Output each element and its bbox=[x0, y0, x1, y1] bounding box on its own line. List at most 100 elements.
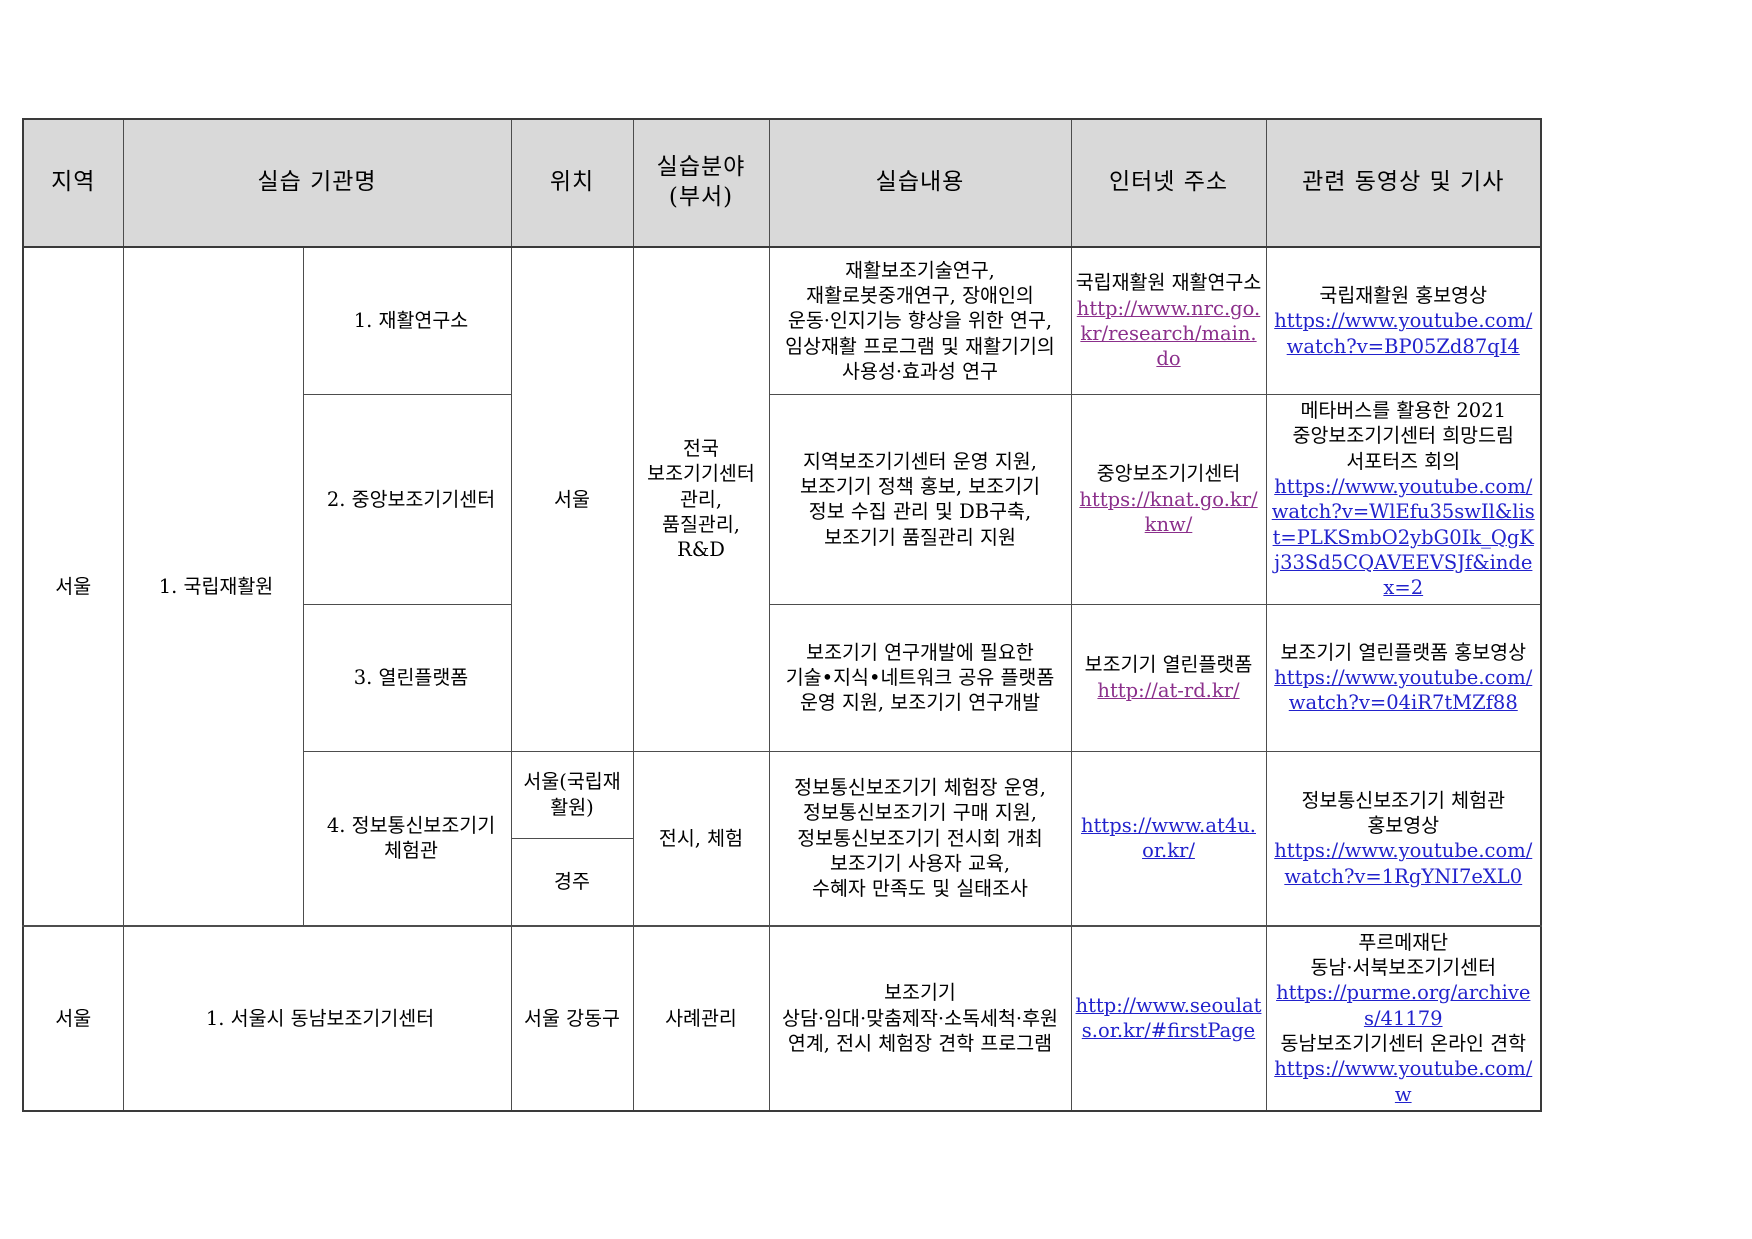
field-line: 전국 bbox=[683, 437, 719, 461]
media-label: 국립재활원 홍보영상 bbox=[1319, 283, 1488, 307]
cell-url-1-1: 국립재활원 재활연구소 http://www.nrc.go.kr/researc… bbox=[1070, 246, 1267, 395]
content-line: 기술•지식•네트워크 공유 플랫폼 bbox=[785, 666, 1055, 690]
content-line: 보조기기 품질관리 지원 bbox=[824, 525, 1016, 549]
cell-media-1-3: 보조기기 열린플랫폼 홍보영상 https://www.youtube.com/… bbox=[1265, 603, 1542, 752]
cell-location-1: 서울 bbox=[510, 245, 634, 752]
cell-content-1-4: 정보통신보조기기 체험장 운영, 정보통신보조기기 구매 지원, 정보통신보조기… bbox=[768, 750, 1072, 927]
cell-url-1-3: 보조기기 열린플랫폼 http://at-rd.kr/ bbox=[1070, 603, 1267, 752]
media-link[interactable]: https://www.youtube.com/watch?v=WlEfu35s… bbox=[1271, 475, 1535, 600]
cell-location-2: 서울 강동구 bbox=[510, 924, 634, 1112]
header-content: 실습내용 bbox=[768, 118, 1072, 248]
url-link[interactable]: http://www.nrc.go.kr/research/main.do bbox=[1076, 296, 1261, 371]
content-line: 운동·인지기능 향상을 위한 연구, bbox=[787, 309, 1053, 333]
media-label: 메타버스를 활용한 2021 bbox=[1300, 399, 1507, 422]
table-row: 3. 열린플랫폼 보조기기 연구개발에 필요한 기술•지식•네트워크 공유 플랫… bbox=[23, 603, 1542, 752]
table-row: 2. 중앙보조기기센터 지역보조기기센터 운영 지원, 보조기기 정책 홍보, … bbox=[23, 394, 1542, 605]
content-line: 보조기기 bbox=[884, 981, 956, 1005]
url-link[interactable]: https://knat.go.kr/knw/ bbox=[1079, 487, 1258, 537]
header-field: 실습분야 (부서) bbox=[632, 118, 770, 248]
table-row: 서울 1. 서울시 동남보조기기센터 서울 강동구 사례관리 보조기기 상담·임… bbox=[22, 924, 1542, 1112]
field-line: 관리, bbox=[679, 487, 723, 511]
url-link[interactable]: http://at-rd.kr/ bbox=[1097, 678, 1240, 702]
location-line: 서울(국립재 bbox=[523, 770, 621, 794]
content-line: 정보통신보조기기 전시회 개최 bbox=[797, 826, 1043, 850]
cell-content-1-2: 지역보조기기센터 운영 지원, 보조기기 정책 홍보, 보조기기 정보 수집 관… bbox=[768, 394, 1072, 605]
cell-content-2: 보조기기 상담·임대·맞춤제작·소독세척·후원 연계, 전시 체험장 견학 프로… bbox=[768, 924, 1072, 1112]
media-link[interactable]: https://purme.org/archives/41179 bbox=[1276, 981, 1531, 1030]
sub-org-line: 체험관 bbox=[384, 839, 438, 863]
content-line: 정보통신보조기기 구매 지원, bbox=[803, 801, 1037, 825]
cell-sub-org-1-2: 2. 중앙보조기기센터 bbox=[302, 394, 512, 605]
cell-organization-2: 1. 서울시 동남보조기기센터 bbox=[122, 924, 512, 1112]
content-line: 보조기기 정책 홍보, 보조기기 bbox=[799, 475, 1041, 499]
cell-region-2: 서울 bbox=[22, 924, 124, 1112]
media-label: 중앙보조기기센터 희망드림 bbox=[1292, 424, 1514, 448]
header-organization: 실습 기관명 bbox=[122, 118, 512, 248]
media-link[interactable]: https://www.youtube.com/w bbox=[1274, 1057, 1533, 1106]
cell-url-1-4: https://www.at4u.or.kr/ bbox=[1070, 750, 1267, 927]
header-media: 관련 동영상 및 기사 bbox=[1265, 118, 1542, 248]
table-row: 경주 bbox=[23, 837, 1541, 927]
header-url: 인터넷 주소 bbox=[1070, 118, 1267, 248]
media-link[interactable]: https://www.youtube.com/watch?v=1RgYNI7e… bbox=[1274, 839, 1533, 888]
cell-media-2: 푸르메재단 동남·서북보조기기센터 https://purme.org/arch… bbox=[1265, 924, 1542, 1112]
field-line: 보조기기센터 bbox=[647, 462, 755, 486]
cell-media-1-1: 국립재활원 홍보영상 https://www.youtube.com/watch… bbox=[1265, 246, 1542, 395]
sub-org-line: 4. 정보통신보조기기 bbox=[326, 813, 496, 837]
cell-sub-org-1-3: 3. 열린플랫폼 bbox=[302, 603, 512, 752]
cell-field-1: 전국 보조기기센터 관리, 품질관리, R&D bbox=[632, 245, 770, 752]
table-header-row: 지역 실습 기관명 위치 실습분야 (부서) 실습내용 인터넷 주소 관련 동영… bbox=[22, 118, 1542, 248]
media-label: 동남보조기기센터 온라인 견학 bbox=[1280, 1032, 1527, 1056]
cell-region-1: 서울 bbox=[22, 246, 124, 927]
url-label: 중앙보조기기센터 bbox=[1096, 462, 1241, 486]
header-field-line2: (부서) bbox=[668, 184, 734, 210]
cell-location-1-4b: 경주 bbox=[510, 837, 634, 927]
url-label: 국립재활원 재활연구소 bbox=[1075, 271, 1262, 295]
content-line: 연계, 전시 체험장 견학 프로그램 bbox=[787, 1032, 1053, 1056]
content-line: 지역보조기기센터 운영 지원, bbox=[803, 449, 1037, 473]
content-line: 수혜자 만족도 및 실태조사 bbox=[812, 877, 1028, 901]
media-label: 보조기기 열린플랫폼 홍보영상 bbox=[1280, 640, 1527, 664]
media-link[interactable]: https://www.youtube.com/watch?v=BP05Zd87… bbox=[1274, 309, 1533, 358]
cell-field-2: 사례관리 bbox=[632, 924, 770, 1112]
content-line: 재활로봇중개연구, 장애인의 bbox=[806, 283, 1034, 307]
content-line: 보조기기 사용자 교육, bbox=[829, 851, 1011, 875]
cell-media-1-2: 메타버스를 활용한 2021 중앙보조기기센터 희망드림 서포터즈 회의 htt… bbox=[1265, 394, 1542, 605]
cell-sub-org-1-1: 1. 재활연구소 bbox=[302, 246, 512, 395]
media-label: 동남·서북보조기기센터 bbox=[1310, 956, 1497, 980]
field-line: 품질관리, bbox=[662, 513, 740, 537]
content-line: 정보통신보조기기 체험장 운영, bbox=[794, 775, 1046, 799]
cell-location-1-4a: 서울(국립재 활원) bbox=[510, 750, 634, 839]
url-label: 보조기기 열린플랫폼 bbox=[1084, 653, 1253, 677]
media-label: 서포터즈 회의 bbox=[1346, 449, 1461, 473]
url-link[interactable]: https://www.at4u.or.kr/ bbox=[1080, 813, 1256, 863]
media-label: 정보통신보조기기 체험관 bbox=[1301, 788, 1506, 812]
content-line: 사용성·효과성 연구 bbox=[842, 360, 998, 384]
content-line: 임상재활 프로그램 및 재활기기의 bbox=[785, 334, 1055, 358]
content-line: 상담·임대·맞춤제작·소독세척·후원 bbox=[782, 1006, 1058, 1030]
cell-url-2: http://www.seoulats.or.kr/#firstPage bbox=[1070, 924, 1267, 1112]
table-row: 서울 1. 국립재활원 1. 재활연구소 서울 전국 보조기기센터 관리, 품질… bbox=[22, 245, 1542, 927]
url-link[interactable]: http://www.seoulats.or.kr/#firstPage bbox=[1075, 994, 1262, 1043]
cell-sub-org-1-4: 4. 정보통신보조기기 체험관 bbox=[302, 750, 512, 927]
cell-content-1-1: 재활보조기술연구, 재활로봇중개연구, 장애인의 운동·인지기능 향상을 위한 … bbox=[768, 246, 1072, 395]
content-line: 정보 수집 관리 및 DB구축, bbox=[808, 500, 1032, 524]
header-location: 위치 bbox=[510, 118, 634, 248]
content-line: 운영 지원, 보조기기 연구개발 bbox=[799, 691, 1041, 715]
media-label: 홍보영상 bbox=[1367, 813, 1440, 837]
media-link[interactable]: https://www.youtube.com/watch?v=04iR7tMZ… bbox=[1274, 666, 1533, 715]
header-region: 지역 bbox=[22, 118, 124, 248]
cell-url-1-2: 중앙보조기기센터 https://knat.go.kr/knw/ bbox=[1070, 394, 1267, 605]
header-field-line1: 실습분야 bbox=[656, 154, 746, 181]
cell-field-1-4: 전시, 체험 bbox=[632, 750, 770, 927]
content-line: 보조기기 연구개발에 필요한 bbox=[806, 640, 1034, 664]
cell-organization-1: 1. 국립재활원 bbox=[122, 246, 304, 927]
cell-content-1-3: 보조기기 연구개발에 필요한 기술•지식•네트워크 공유 플랫폼 운영 지원, … bbox=[768, 603, 1072, 752]
table-row: 4. 정보통신보조기기 체험관 서울(국립재 활원) 전시, 체험 정보통신보조… bbox=[23, 750, 1542, 927]
internship-institutions-table: 지역 실습 기관명 위치 실습분야 (부서) 실습내용 인터넷 주소 관련 동영… bbox=[22, 118, 1542, 1113]
location-line: 활원) bbox=[550, 795, 594, 819]
cell-media-1-4: 정보통신보조기기 체험관 홍보영상 https://www.youtube.co… bbox=[1265, 750, 1542, 927]
content-line: 재활보조기술연구, bbox=[845, 258, 995, 282]
media-label: 푸르메재단 bbox=[1358, 930, 1449, 954]
